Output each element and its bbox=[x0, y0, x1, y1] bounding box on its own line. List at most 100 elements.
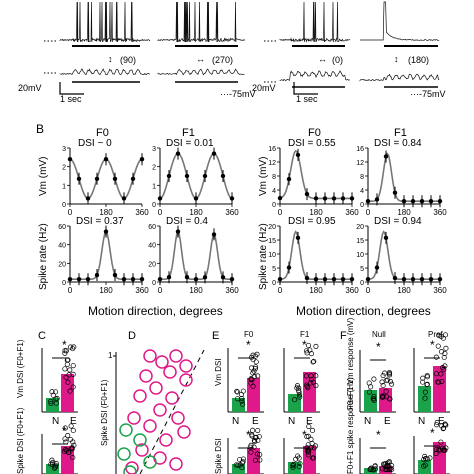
f-group-n-2: N bbox=[418, 416, 426, 427]
panel-e-label: E bbox=[212, 330, 220, 342]
b-left-f0-title: F0 bbox=[96, 127, 109, 139]
panel-e-f1-bottom-point-e bbox=[306, 447, 312, 453]
panel-f-null-top-point-n bbox=[371, 396, 377, 402]
panel-c-bottom-point-n bbox=[52, 464, 58, 470]
panel-e-f1-top-point-e bbox=[308, 380, 314, 386]
panel-f-null-top-point-e bbox=[383, 388, 389, 394]
data-point bbox=[175, 151, 181, 156]
subthreshold-right-0 bbox=[279, 70, 350, 82]
data-point bbox=[76, 277, 82, 282]
data-point bbox=[419, 277, 425, 282]
panel-d-point-e bbox=[153, 403, 167, 417]
panel-c-top-point-n bbox=[48, 400, 54, 406]
y-tick-label: 60 bbox=[58, 224, 66, 231]
panel-e-f1-top-point-e bbox=[304, 350, 310, 356]
trace-left-270 bbox=[157, 1, 246, 43]
panel-e-f1-top-point-e bbox=[313, 382, 319, 389]
y-tick-label: 0 bbox=[272, 202, 276, 209]
panel-c-top-point-e bbox=[63, 348, 69, 354]
x-tick-label: 0 bbox=[366, 286, 371, 295]
panel-c-top-point-e bbox=[62, 350, 68, 356]
panel-f-null-bottom-point-n bbox=[373, 466, 379, 472]
panel-c-bottom-point-e bbox=[62, 436, 68, 442]
y-tick-label: 8 bbox=[360, 174, 364, 181]
panel-f-pref-top-point-e bbox=[436, 332, 442, 338]
panel-c-bottom-point-e bbox=[68, 436, 74, 443]
data-point bbox=[365, 276, 371, 282]
panel-e-f1-bottom-point-e bbox=[310, 455, 316, 461]
panel-e-f0-bottom-point-e bbox=[252, 438, 258, 445]
e-subtitle-f0: F0 bbox=[244, 330, 254, 339]
panel-f-null-bottom-point-e bbox=[389, 463, 395, 469]
y-tick-label: 2 bbox=[62, 165, 66, 172]
panel-f-pref-top-point-e bbox=[442, 350, 448, 356]
panel-f-pref-top-bar-e bbox=[433, 366, 446, 412]
panel-c-bottom-point-e bbox=[63, 439, 69, 445]
e-bottom-sig-f1: * bbox=[302, 428, 307, 442]
panel-f-pref-bottom-point-e bbox=[433, 447, 439, 453]
panel-c-top-point-e bbox=[65, 379, 71, 385]
x-tick-label: 360 bbox=[135, 286, 149, 295]
panel-e-f1-bottom-point-n bbox=[293, 456, 299, 462]
direction-90-label: (90) bbox=[120, 55, 137, 65]
panel-c-top-bar-e bbox=[61, 374, 74, 412]
panel-d-point-e bbox=[159, 433, 173, 447]
data-point bbox=[286, 265, 292, 270]
panel-d-point-e bbox=[165, 391, 179, 405]
data-point bbox=[277, 276, 283, 282]
panel-f-null-bottom-point-n bbox=[367, 467, 373, 473]
baseline-dots-icon: ··· bbox=[220, 89, 229, 99]
f-top-sig-null: * bbox=[376, 340, 381, 354]
data-point bbox=[67, 157, 73, 162]
arrow-left-icon: ↔ bbox=[196, 54, 205, 64]
e-group-n-1: N bbox=[232, 416, 240, 427]
panel-f-null-top-bar-e bbox=[379, 388, 392, 412]
x-tick-label: 360 bbox=[433, 286, 447, 295]
f-group-n-1: N bbox=[364, 416, 372, 427]
panel-c-bottom-point-e bbox=[64, 448, 70, 454]
e-bottom-sig-f0: * bbox=[246, 428, 251, 442]
panel-f-null-bottom-point-e bbox=[379, 466, 385, 472]
panel-f-pref-top-point-n bbox=[424, 382, 430, 388]
panel-f-null-top-point-e bbox=[380, 394, 386, 400]
panel-e-f0-top-point-e bbox=[252, 366, 258, 372]
panel-e-f0-top-point-e bbox=[251, 368, 257, 374]
data-point bbox=[365, 198, 371, 204]
data-point bbox=[166, 275, 172, 280]
data-point bbox=[94, 176, 100, 181]
panel-e-f0-bottom-point-e bbox=[250, 427, 256, 433]
panel-e-f1-top-point-n bbox=[297, 394, 303, 400]
panel-c-top-point-n bbox=[48, 398, 54, 404]
panel-e-f0-top-point-n bbox=[234, 396, 241, 402]
panel-f-null-top-point-e bbox=[382, 370, 388, 376]
y-tick-label: 0 bbox=[360, 280, 364, 287]
y-tick-label: 0 bbox=[62, 280, 66, 287]
panel-c-top-point-n bbox=[53, 389, 59, 395]
data-point bbox=[130, 176, 136, 181]
scale-time-left: 1 sec bbox=[60, 94, 82, 104]
panel-e-f0-top-point-e bbox=[248, 354, 255, 360]
b-right-xlabel: Motion direction, degrees bbox=[296, 304, 431, 318]
panel-e-f1-bottom-point-n bbox=[296, 455, 302, 461]
arrow-up-icon: ↕ bbox=[108, 54, 113, 64]
baseline-left: ···-75mV bbox=[220, 89, 256, 99]
data-point bbox=[401, 198, 407, 204]
panel-d-point-e bbox=[169, 349, 183, 363]
panel-f-pref-bottom-point-e bbox=[434, 419, 440, 425]
scale-voltage-left: 20mV bbox=[18, 83, 42, 93]
panel-e-f1-bottom-point-e bbox=[306, 423, 312, 430]
x-tick-label: 360 bbox=[225, 286, 239, 295]
panel-d-point-e bbox=[149, 381, 163, 395]
x-tick-label: 180 bbox=[189, 286, 203, 295]
data-point bbox=[193, 196, 199, 201]
panel-e-f1-bottom-point-e bbox=[312, 443, 319, 449]
panel-d-label: D bbox=[128, 330, 136, 342]
panel-e-f1-top-point-e bbox=[303, 382, 310, 388]
panel-e-f1-top-point-e bbox=[313, 343, 319, 349]
x-tick-label: 360 bbox=[345, 286, 359, 295]
data-point bbox=[121, 196, 127, 201]
panel-e-f0-bottom-point-n bbox=[239, 460, 245, 466]
panel-d-point-e bbox=[177, 425, 191, 439]
e-subtitle-f1: F1 bbox=[300, 330, 310, 339]
subthreshold-left-270 bbox=[157, 68, 245, 76]
